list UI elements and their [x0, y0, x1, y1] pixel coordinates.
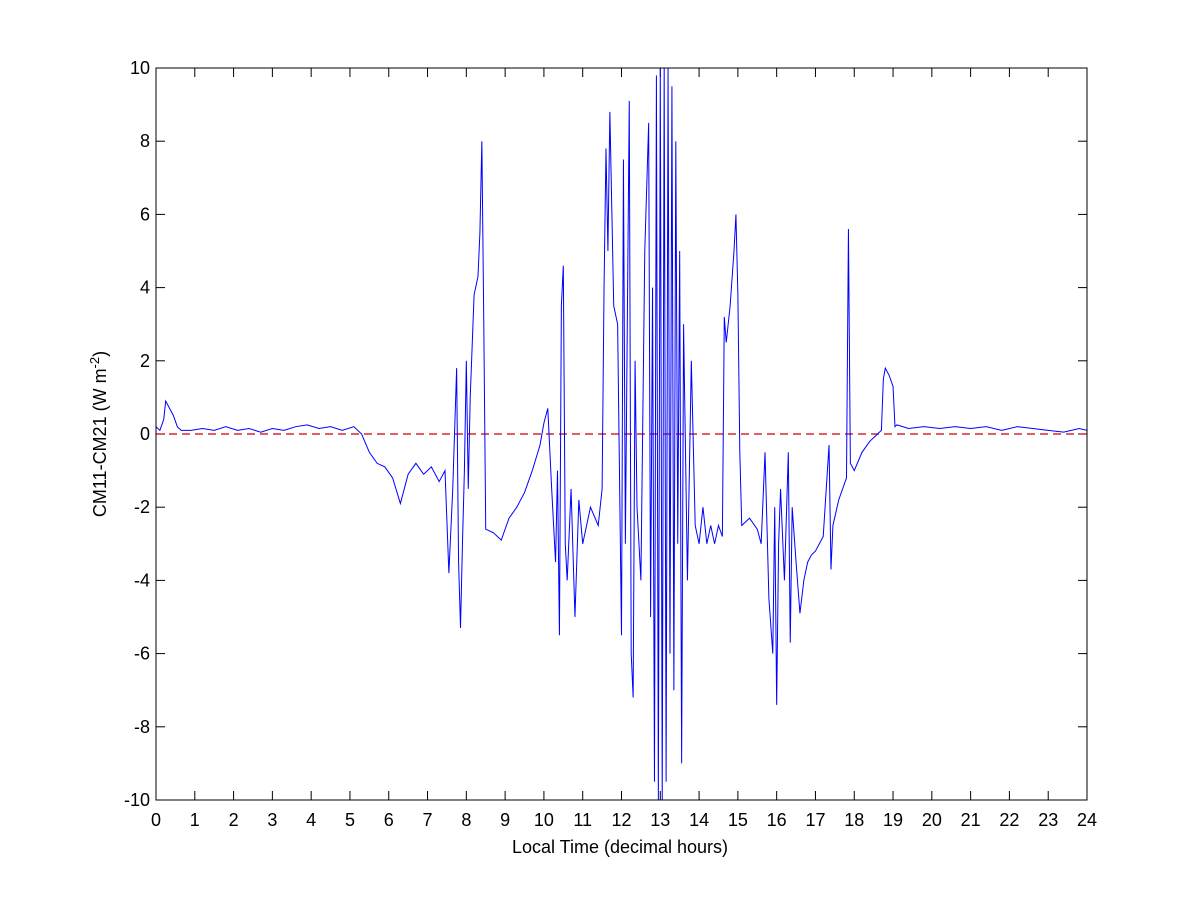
y-tick-label: -4: [134, 570, 150, 590]
x-tick-label: 15: [728, 810, 748, 830]
x-tick-label: 18: [844, 810, 864, 830]
x-axis-label: Local Time (decimal hours): [512, 837, 728, 857]
y-tick-label: 10: [130, 58, 150, 78]
x-tick-label: 17: [805, 810, 825, 830]
x-tick-label: 2: [229, 810, 239, 830]
y-tick-label: 4: [140, 278, 150, 298]
x-tick-label: 0: [151, 810, 161, 830]
y-tick-label: -6: [134, 644, 150, 664]
x-tick-label: 1: [190, 810, 200, 830]
x-tick-label: 19: [883, 810, 903, 830]
plot-frame: [155, 67, 1088, 801]
y-tick-label: -10: [124, 790, 150, 810]
x-tick-label: 24: [1077, 810, 1097, 830]
y-axis-label: CM11-CM21 (W m-2): [87, 351, 110, 517]
y-tick-label: 8: [140, 131, 150, 151]
x-tick-label: 20: [922, 810, 942, 830]
y-tick-label: -8: [134, 717, 150, 737]
x-tick-label: 21: [961, 810, 981, 830]
y-label-end: ): [90, 351, 110, 357]
y-label-text: CM11-CM21 (W m: [90, 368, 110, 517]
data-line: [156, 68, 1087, 800]
y-tick-label: 0: [140, 424, 150, 444]
x-tick-label: 6: [384, 810, 394, 830]
x-tick-label: 22: [999, 810, 1019, 830]
x-tick-label: 23: [1038, 810, 1058, 830]
x-tick-label: 16: [767, 810, 787, 830]
x-tick-label: 5: [345, 810, 355, 830]
x-tick-label: 13: [650, 810, 670, 830]
x-tick-label: 7: [423, 810, 433, 830]
y-label-sup: -2: [87, 357, 102, 369]
x-tick-label: 8: [461, 810, 471, 830]
x-tick-label: 4: [306, 810, 316, 830]
x-tick-label: 9: [500, 810, 510, 830]
y-tick-label: 6: [140, 204, 150, 224]
x-tick-label: 3: [267, 810, 277, 830]
plot-area: [156, 68, 1087, 800]
x-tick-label: 10: [534, 810, 554, 830]
x-tick-label: 12: [611, 810, 631, 830]
y-tick-label: -2: [134, 497, 150, 517]
y-tick-label: 2: [140, 351, 150, 371]
x-tick-label: 14: [689, 810, 709, 830]
x-tick-label: 11: [573, 810, 592, 830]
